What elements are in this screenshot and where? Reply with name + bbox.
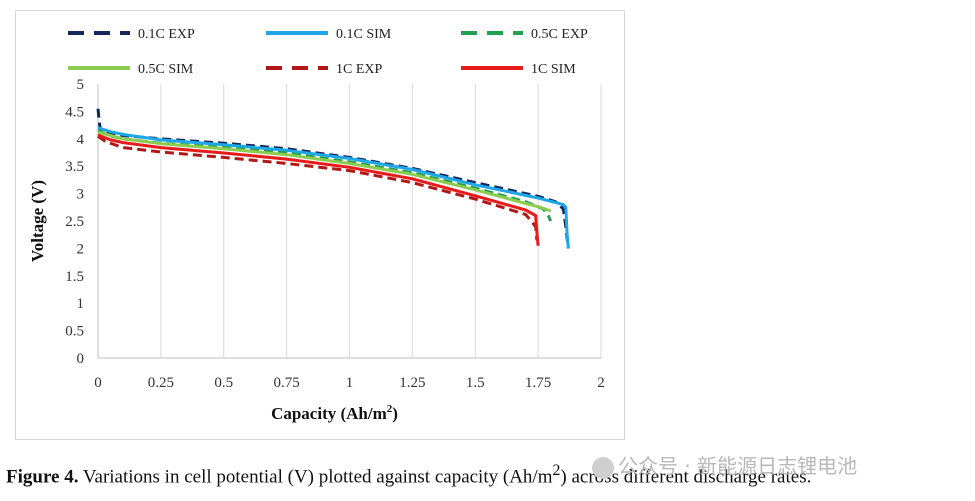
legend-label: 0.5C EXP bbox=[531, 27, 588, 42]
x-tick-label: 1.25 bbox=[399, 375, 425, 391]
legend-label: 0.1C EXP bbox=[138, 27, 195, 42]
chart: 0 0.25 0.5 0.75 1 1.25 1.5 1.75 2 0 0.5 1 1.5 2 2.5 3 3.… bbox=[28, 27, 605, 423]
legend-label: 0.5C SIM bbox=[138, 62, 194, 77]
y-tick-label: 0 bbox=[77, 351, 85, 367]
y-tick-label: 2.5 bbox=[65, 214, 84, 230]
series-line-0.1c-exp bbox=[96, 108, 570, 249]
y-tick-label: 2 bbox=[77, 241, 85, 257]
caption-label: Figure 4. bbox=[6, 466, 79, 488]
caption-text: Variations in cell potential (V) plotted… bbox=[78, 466, 553, 488]
x-tick-label: 0.75 bbox=[274, 375, 300, 391]
legend-label: 1C EXP bbox=[336, 62, 383, 77]
series-line-1c-exp bbox=[97, 134, 539, 241]
x-tick-label: 0.5 bbox=[214, 375, 233, 391]
legend-label: 0.1C SIM bbox=[336, 27, 392, 42]
wechat-icon bbox=[592, 456, 614, 479]
series-line-0.5c-sim bbox=[97, 130, 552, 213]
y-tick-label: 0.5 bbox=[65, 324, 84, 340]
watermark-text: 公众号 · 新能源日志锂电池 bbox=[618, 454, 858, 478]
y-tick-label: 3.5 bbox=[65, 159, 84, 175]
x-tick-label: 2 bbox=[597, 375, 605, 391]
series-line-1c-sim bbox=[97, 133, 540, 246]
y-tick-label: 5 bbox=[77, 77, 85, 93]
watermark: 公众号 · 新能源日志锂电池 bbox=[592, 450, 857, 479]
legend-label: 1C SIM bbox=[531, 62, 576, 77]
figure-caption: Figure 4. Variations in cell potential (… bbox=[6, 462, 811, 488]
x-tick-label: 1 bbox=[346, 375, 354, 391]
y-tick-label: 1.5 bbox=[65, 269, 84, 285]
y-tick-label: 4.5 bbox=[65, 104, 84, 120]
y-axis-label: Voltage (V) bbox=[28, 180, 47, 262]
y-tick-label: 1 bbox=[77, 296, 85, 312]
caption-text-end: ) across different discharge rates. bbox=[560, 466, 812, 488]
x-axis-label: Capacity (Ah/m2) bbox=[271, 403, 398, 423]
x-tick-label: 1.5 bbox=[466, 375, 485, 391]
chart-frame: 0 0.25 0.5 0.75 1 1.25 1.5 1.75 2 0 0.5 1 1.5 2 2.5 3 3.… bbox=[15, 10, 625, 440]
y-tick-label: 4 bbox=[77, 132, 85, 148]
y-tick-label: 3 bbox=[77, 187, 85, 203]
x-tick-label: 0 bbox=[94, 375, 102, 391]
x-tick-label: 1.75 bbox=[525, 375, 551, 391]
x-tick-label: 0.25 bbox=[148, 375, 174, 391]
caption-sup: 2 bbox=[552, 462, 561, 479]
series-line-0.1c-sim bbox=[97, 126, 570, 249]
